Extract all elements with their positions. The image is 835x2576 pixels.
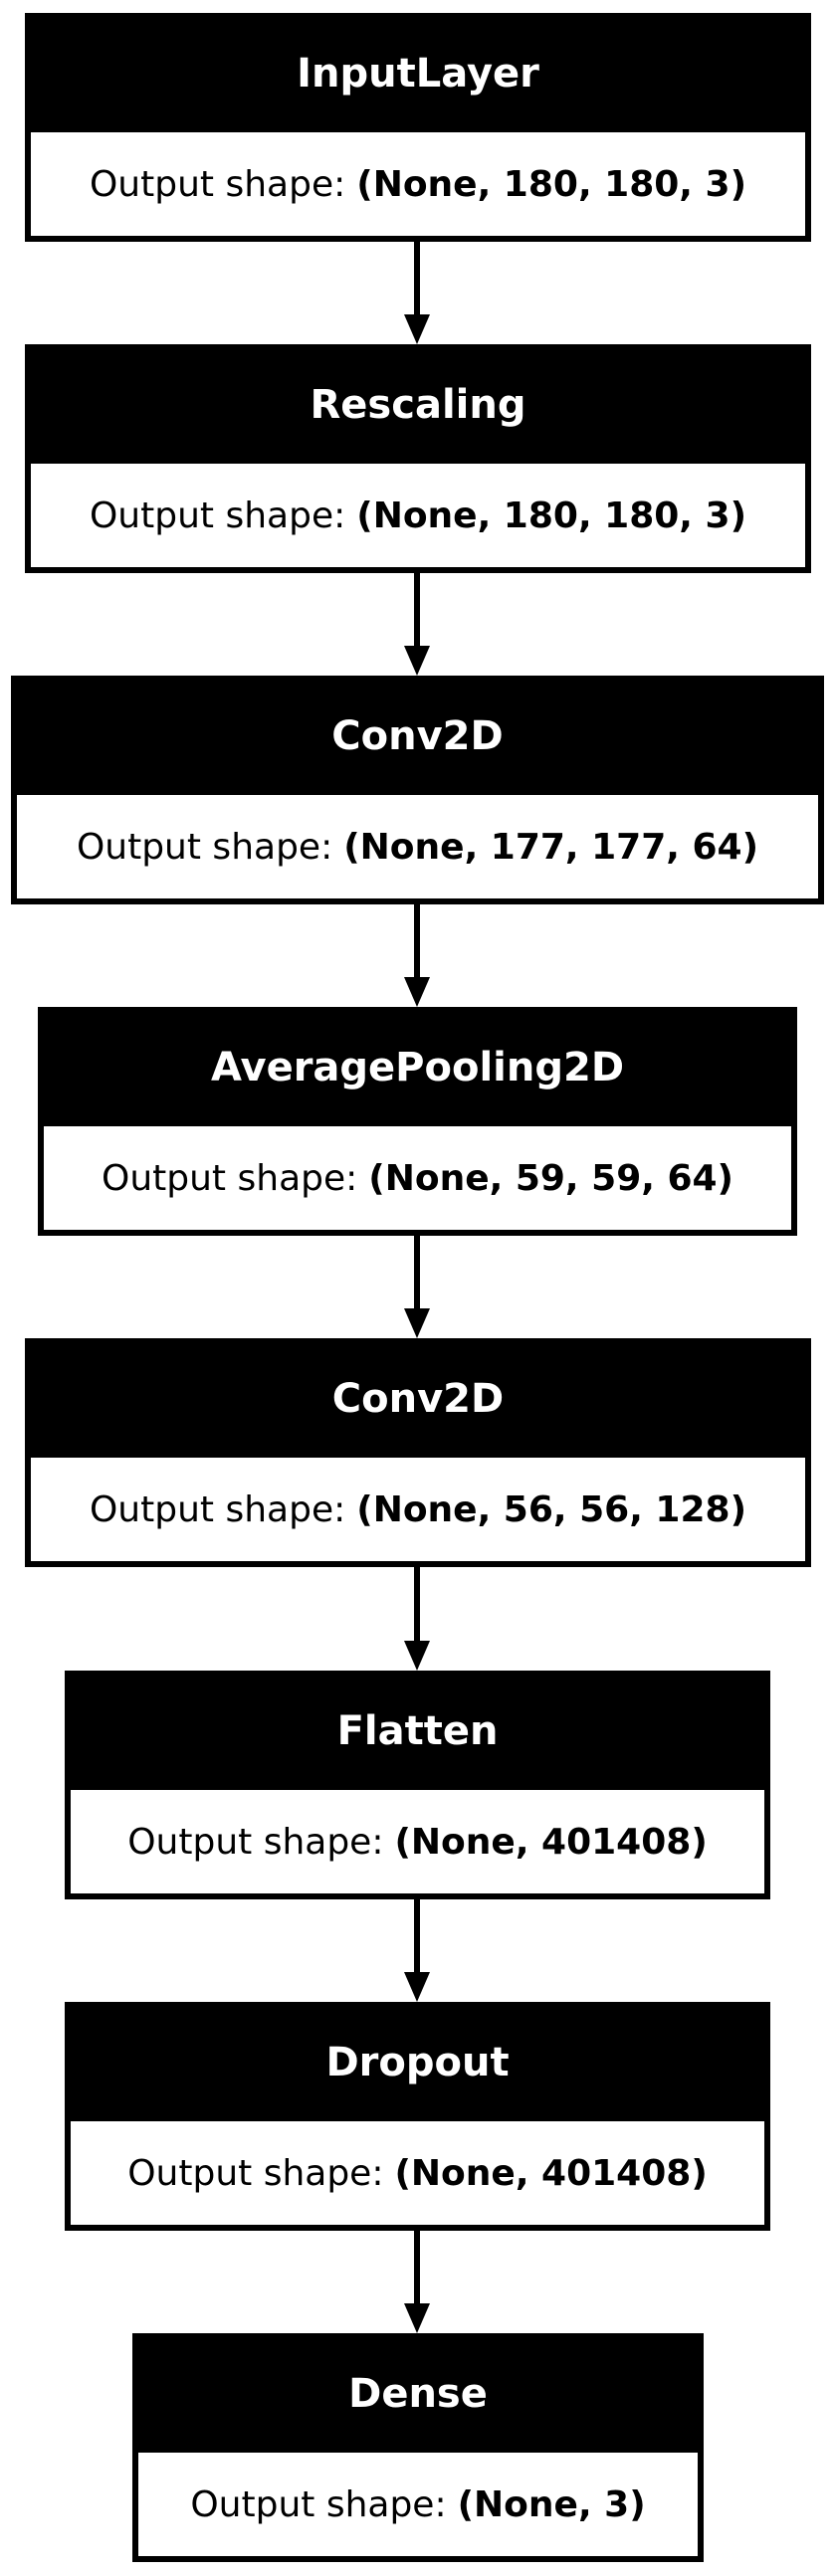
edge-line [414, 904, 420, 977]
edge-line [414, 573, 420, 646]
layer-output-shape: Output shape: (None, 401408) [71, 1790, 764, 1893]
arrowhead-icon [404, 1972, 430, 2002]
arrowhead-icon [404, 1641, 430, 1671]
output-shape-label: Output shape: [190, 2483, 447, 2525]
layer-node-dropout: Dropout Output shape: (None, 401408) [65, 2002, 770, 2231]
layer-node-rescaling: Rescaling Output shape: (None, 180, 180,… [25, 344, 811, 573]
layer-node-averagepooling2d: AveragePooling2D Output shape: (None, 59… [38, 1007, 797, 1236]
output-shape-label: Output shape: [76, 826, 333, 868]
arrowhead-icon [404, 314, 430, 344]
output-shape-value: (None, 59, 59, 64) [368, 1157, 733, 1199]
output-shape-label: Output shape: [89, 1488, 346, 1530]
layer-name: AveragePooling2D [44, 1013, 791, 1126]
layer-node-inputlayer: InputLayer Output shape: (None, 180, 180… [25, 13, 811, 242]
output-shape-value: (None, 177, 177, 64) [343, 826, 759, 868]
layer-name: Dropout [71, 2008, 764, 2121]
layer-node-conv2d: Conv2D Output shape: (None, 56, 56, 128) [25, 1338, 811, 1567]
layer-output-shape: Output shape: (None, 56, 56, 128) [31, 1458, 805, 1561]
layer-name: Conv2D [31, 1344, 805, 1458]
output-shape-label: Output shape: [127, 1821, 384, 1863]
output-shape-value: (None, 56, 56, 128) [356, 1488, 747, 1530]
layer-node-dense: Dense Output shape: (None, 3) [132, 2333, 704, 2562]
layer-node-conv2d: Conv2D Output shape: (None, 177, 177, 64… [11, 676, 824, 904]
edge-line [414, 2231, 420, 2303]
edge-line [414, 1899, 420, 1972]
edge-line [414, 242, 420, 314]
output-shape-label: Output shape: [127, 2152, 384, 2194]
output-shape-value: (None, 3) [457, 2483, 646, 2525]
output-shape-value: (None, 401408) [394, 2152, 708, 2194]
arrowhead-icon [404, 1308, 430, 1338]
output-shape-value: (None, 401408) [394, 1821, 708, 1863]
arrowhead-icon [404, 977, 430, 1007]
layer-name: Flatten [71, 1677, 764, 1790]
layer-name: Rescaling [31, 350, 805, 464]
layer-output-shape: Output shape: (None, 401408) [71, 2121, 764, 2225]
layer-output-shape: Output shape: (None, 180, 180, 3) [31, 132, 805, 236]
edge-line [414, 1236, 420, 1308]
output-shape-label: Output shape: [89, 163, 346, 205]
layer-name: InputLayer [31, 19, 805, 132]
layer-name: Conv2D [17, 682, 818, 795]
layer-node-flatten: Flatten Output shape: (None, 401408) [65, 1671, 770, 1899]
layer-output-shape: Output shape: (None, 177, 177, 64) [17, 795, 818, 898]
edge-line [414, 1567, 420, 1641]
layer-output-shape: Output shape: (None, 59, 59, 64) [44, 1126, 791, 1230]
arrowhead-icon [404, 646, 430, 676]
output-shape-value: (None, 180, 180, 3) [356, 495, 747, 536]
layer-name: Dense [138, 2339, 698, 2453]
arrowhead-icon [404, 2303, 430, 2333]
output-shape-label: Output shape: [89, 495, 346, 536]
layer-output-shape: Output shape: (None, 180, 180, 3) [31, 464, 805, 567]
output-shape-value: (None, 180, 180, 3) [356, 163, 747, 205]
output-shape-label: Output shape: [102, 1157, 358, 1199]
layer-output-shape: Output shape: (None, 3) [138, 2453, 698, 2556]
